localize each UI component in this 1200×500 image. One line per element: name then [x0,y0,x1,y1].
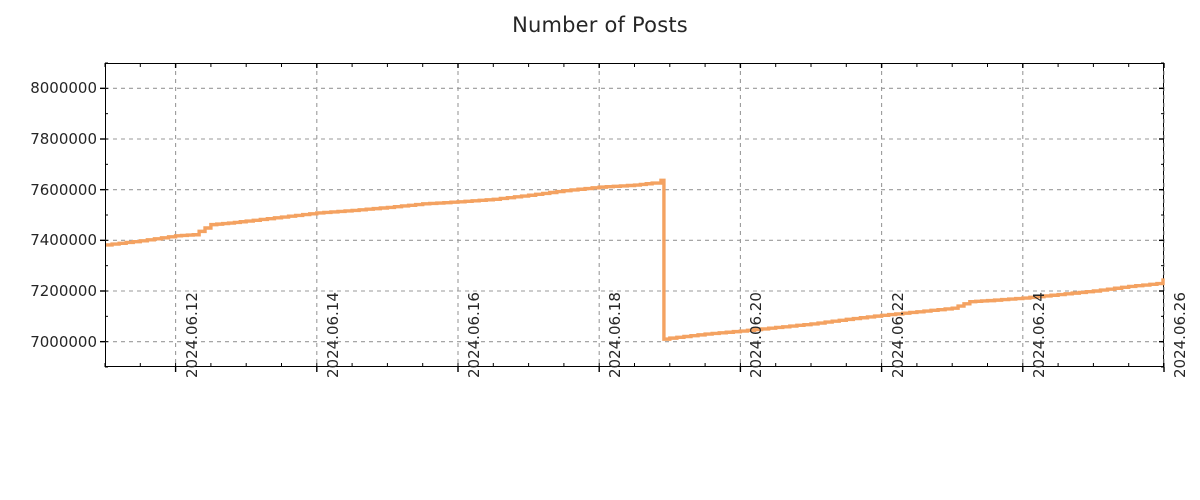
y-axis-tick-labels: 7000000 7200000 7400000 7600000 7800000 80000… [0,0,97,500]
x-axis-tick-label: 2024.06.18 [606,292,625,378]
x-axis-tick-label: 2024.06.14 [323,292,342,378]
x-axis-tick-label: 2024.06.22 [888,292,907,378]
y-axis-tick-label: 7600000 [30,180,97,199]
chart-title: Number of Posts [512,13,688,37]
y-axis-tick-label: 7800000 [30,130,97,148]
y-axis-tick-label: 7000000 [30,332,97,351]
x-axis-tick-label: 2024.06.26 [1171,292,1189,378]
x-axis-tick-label: 2024.06.20 [747,292,766,378]
x-axis-tick-label: 2024.06.12 [182,292,201,378]
x-axis-tick-label: 2024.06.16 [465,292,483,378]
y-axis-tick-label: 7200000 [30,282,97,300]
y-axis-tick-label: 7400000 [30,231,97,250]
x-axis-tick-label: 2024.06.24 [1029,292,1048,378]
y-axis-tick-label: 8000000 [30,79,97,98]
